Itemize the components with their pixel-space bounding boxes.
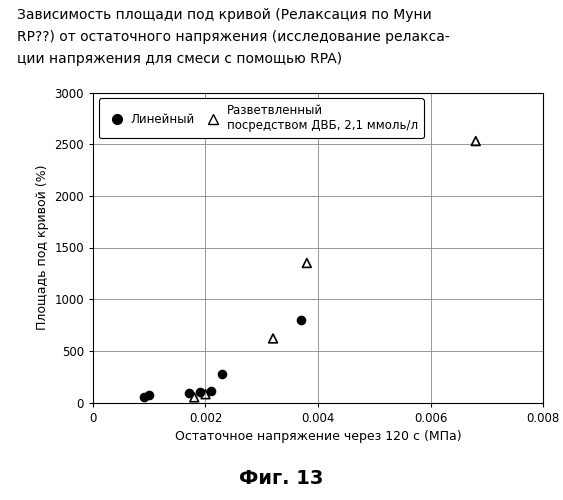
Legend: Линейный, Разветвленный
посредством ДВБ, 2,1 ммоль/л: Линейный, Разветвленный посредством ДВБ,…	[99, 98, 424, 138]
Point	[145, 392, 154, 400]
Y-axis label: Площадь под кривой (%): Площадь под кривой (%)	[35, 165, 48, 330]
Point	[302, 259, 311, 267]
Point	[184, 389, 193, 397]
Point	[269, 334, 278, 342]
Text: ции напряжения для смеси с помощью RPA): ции напряжения для смеси с помощью RPA)	[17, 52, 342, 66]
Text: Фиг. 13: Фиг. 13	[239, 468, 324, 487]
Text: RP??) от остаточного напряжения (исследование релакса-: RP??) от остаточного напряжения (исследо…	[17, 30, 450, 44]
Point	[139, 393, 148, 401]
X-axis label: Остаточное напряжение через 120 с (МПа): Остаточное напряжение через 120 с (МПа)	[175, 430, 462, 443]
Point	[195, 388, 204, 396]
Point	[190, 394, 199, 402]
Point	[297, 316, 306, 324]
Text: Зависимость площади под кривой (Релаксация по Муни: Зависимость площади под кривой (Релаксац…	[17, 8, 432, 22]
Point	[207, 386, 216, 394]
Point	[471, 137, 480, 145]
Point	[201, 390, 210, 398]
Point	[218, 370, 227, 378]
